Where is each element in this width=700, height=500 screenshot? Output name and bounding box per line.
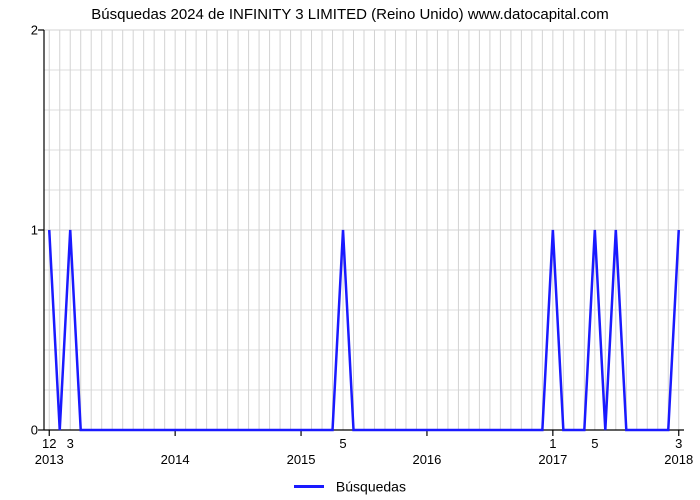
x-value-label: 5 [339, 430, 346, 451]
x-tick-label: 2016 [412, 430, 441, 467]
x-value-label: 3 [675, 430, 682, 451]
x-value-label: 1 [549, 430, 556, 451]
legend-label: Búsquedas [336, 478, 406, 494]
plot-area: 0122013201420152016201720181235153 [44, 30, 684, 430]
x-value-label: 5 [591, 430, 598, 451]
x-tick-label: 2015 [287, 430, 316, 467]
x-value-label: 12 [42, 430, 56, 451]
y-tick-label: 2 [31, 23, 44, 38]
y-tick-label: 1 [31, 223, 44, 238]
chart-title: Búsquedas 2024 de INFINITY 3 LIMITED (Re… [0, 6, 700, 23]
x-tick-label: 2014 [161, 430, 190, 467]
line-chart: Búsquedas 2024 de INFINITY 3 LIMITED (Re… [0, 0, 700, 500]
x-value-label: 3 [67, 430, 74, 451]
legend-key-line [294, 485, 324, 488]
chart-svg [44, 30, 684, 430]
legend: Búsquedas [0, 477, 700, 494]
